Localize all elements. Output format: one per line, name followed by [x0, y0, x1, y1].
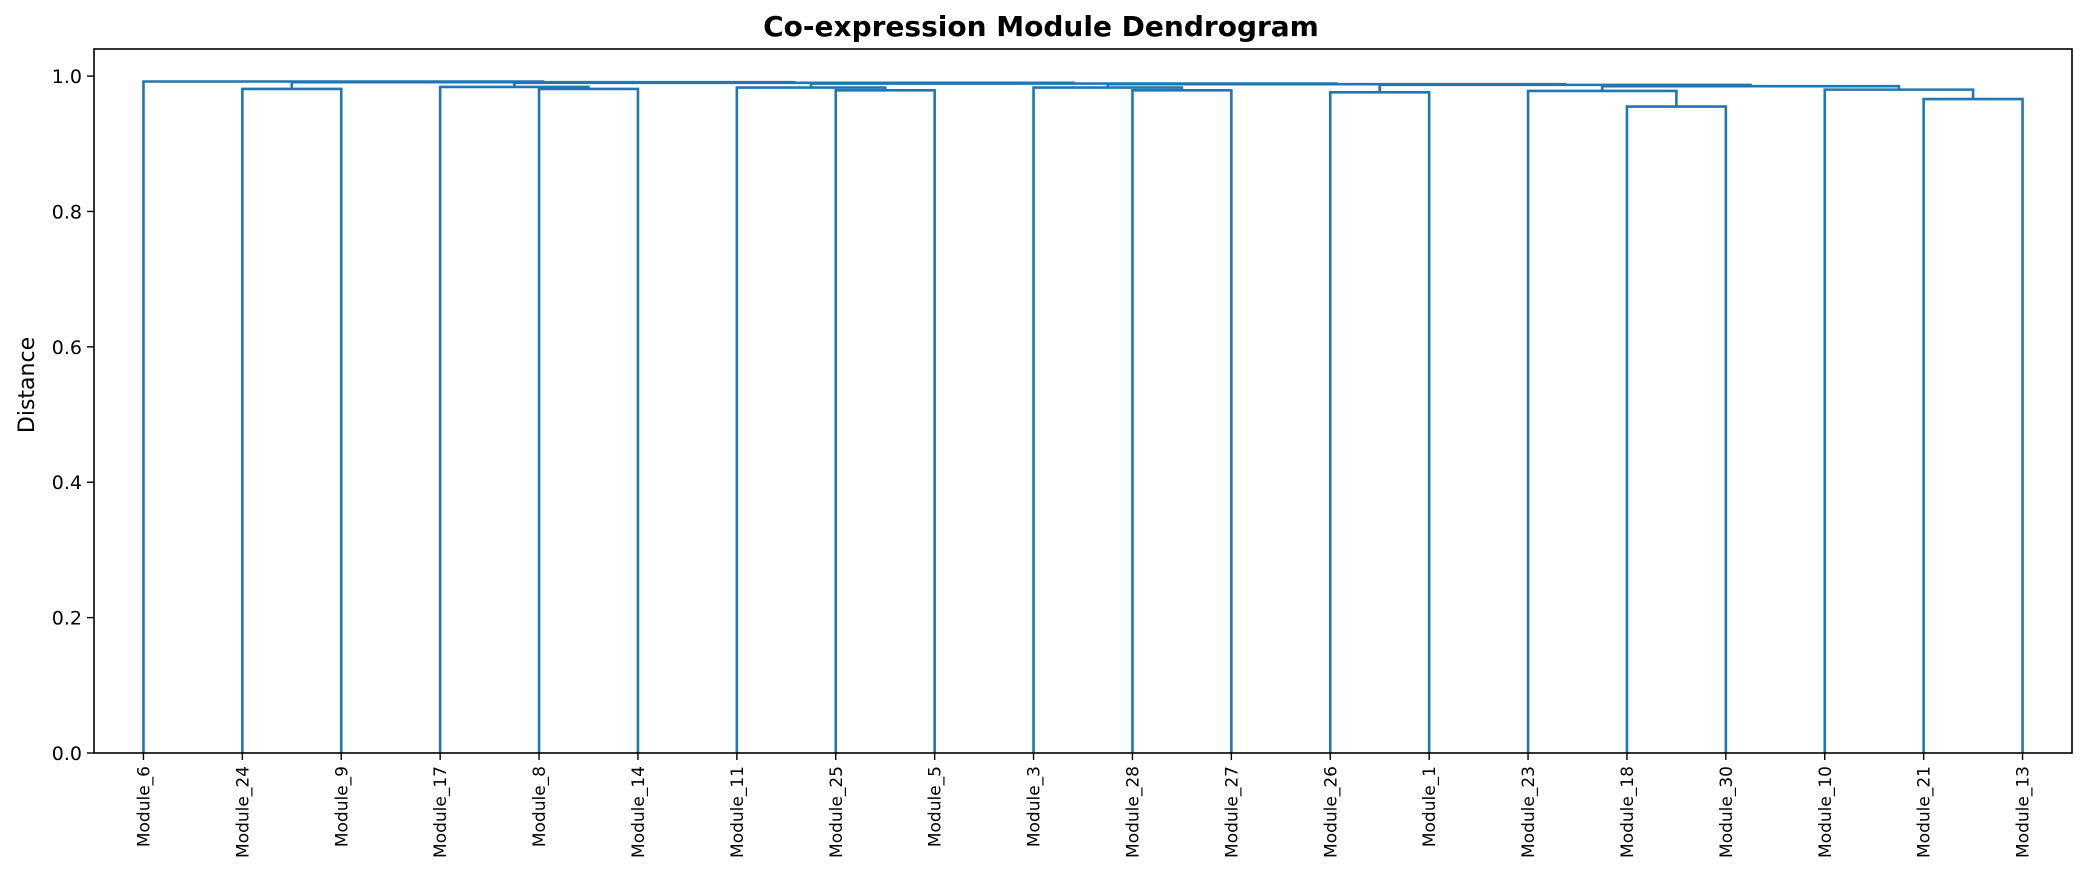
y-tick-label: 0.8 [52, 201, 82, 223]
y-tick-label: 0.2 [52, 608, 82, 630]
leaf-label: Module_3 [1025, 766, 1045, 847]
leaf-label: Module_9 [332, 766, 352, 847]
dendrogram-link [834, 88, 936, 753]
leaf-label: Module_5 [926, 766, 946, 847]
dendrogram-link [1131, 88, 1233, 753]
dendrogram-link [1922, 97, 2024, 753]
dendrogram-links [142, 80, 2024, 753]
y-tick-label: 0.6 [52, 337, 82, 359]
dendrogram-link [735, 86, 887, 753]
leaf-label: Module_11 [728, 766, 748, 858]
leaf-label: Module_21 [1915, 766, 1935, 858]
y-tick-label: 1.0 [52, 66, 82, 88]
leaf-label: Module_10 [1816, 766, 1836, 858]
chart-title: Co-expression Module Dendrogram [763, 10, 1319, 43]
dendrogram-link [1328, 91, 1431, 753]
x-axis-ticks: Module_6 Module_24 Module_9 Module_17 Module… [134, 753, 2034, 858]
dendrogram-link [241, 87, 343, 753]
dendrogram-link [537, 87, 640, 753]
dendrogram-link [142, 80, 545, 753]
leaf-label: Module_28 [1123, 766, 1143, 858]
plot-area-frame [93, 48, 2073, 754]
y-axis-label: Distance [15, 337, 40, 433]
chart-axes [93, 48, 2073, 754]
dendrogram-link [1526, 89, 1678, 753]
leaf-label: Module_24 [233, 766, 253, 858]
leaf-label: Module_14 [629, 766, 649, 858]
leaf-label: Module_23 [1519, 766, 1539, 858]
leaf-label: Module_13 [2014, 766, 2034, 858]
dendrogram-link [438, 85, 590, 753]
leaf-label: Module_17 [431, 766, 451, 858]
leaf-label: Module_25 [827, 766, 847, 858]
dendrogram-link [1600, 84, 1901, 91]
leaf-label: Module_6 [134, 766, 154, 847]
dendrogram-link [513, 81, 1076, 87]
y-tick-label: 0.4 [52, 472, 82, 494]
leaf-label: Module_1 [1420, 766, 1440, 847]
leaf-label: Module_18 [1618, 766, 1638, 858]
y-tick-label: 0.0 [52, 743, 82, 765]
leaf-label: Module_26 [1321, 766, 1341, 858]
dendrogram-link [1823, 88, 1975, 753]
dendrogram-link [1032, 86, 1184, 753]
leaf-label: Module_8 [530, 766, 550, 847]
leaf-label: Module_27 [1222, 766, 1242, 858]
y-axis-ticks: 0.0 0.2 0.4 0.6 0.8 1.0 [52, 66, 94, 765]
dendrogram-link [1625, 105, 1728, 753]
leaf-label: Module_30 [1717, 766, 1737, 858]
